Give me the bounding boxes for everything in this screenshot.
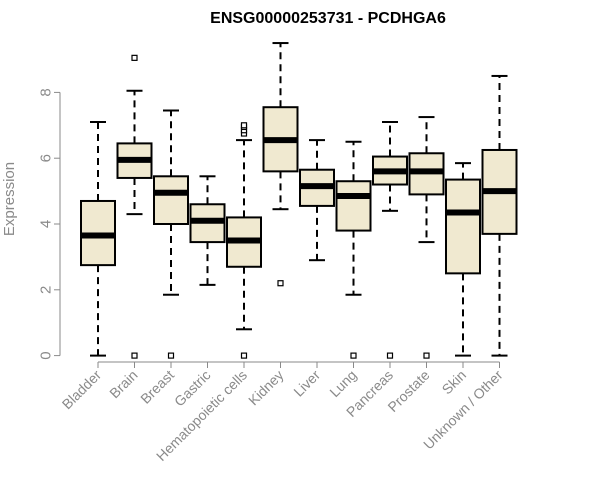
box-gastric: [189, 175, 226, 286]
box-liver: [299, 139, 335, 262]
box-lung: [335, 140, 372, 359]
outlier-point: [277, 280, 284, 287]
box-breast: [153, 109, 189, 359]
box-unknown-other: [481, 74, 518, 357]
outlier-point: [423, 352, 430, 359]
chart-title: ENSG00000253731 - PCDHGA6: [210, 10, 446, 27]
outlier-point: [167, 352, 175, 359]
outlier-point: [240, 352, 248, 359]
box-skin: [445, 162, 481, 357]
iqr-box: [153, 175, 189, 225]
boxes-group: [80, 42, 518, 359]
y-tick-label-0: 0: [38, 351, 55, 359]
box-prostate: [408, 116, 445, 359]
x-tick-label-breast: Breast: [137, 367, 177, 407]
y-tick-label-8: 8: [38, 88, 55, 96]
x-tick-label-liver: Liver: [290, 367, 323, 400]
iqr-box: [335, 180, 372, 232]
x-tick-label-brain: Brain: [106, 367, 140, 401]
outlier-point: [386, 352, 394, 359]
box-bladder: [80, 121, 116, 357]
box-kidney: [262, 42, 299, 287]
x-tick-label-lung: Lung: [326, 367, 359, 400]
box-hematopoietic-cells: [226, 122, 262, 359]
iqr-box: [445, 178, 481, 275]
y-tick-label-6: 6: [38, 154, 55, 162]
box-brain: [116, 54, 153, 359]
outlier-point: [350, 352, 357, 359]
box-pancreas: [372, 121, 408, 359]
outlier-point: [131, 54, 138, 61]
y-axis: 0 2 4 6 8: [38, 88, 61, 360]
y-tick-label-4: 4: [38, 220, 55, 228]
y-axis-label: Expression: [1, 162, 18, 236]
outlier-point: [131, 352, 138, 359]
x-tick-label-kidney: Kidney: [245, 367, 287, 409]
x-tick-label-skin: Skin: [439, 367, 470, 398]
y-tick-label-2: 2: [38, 286, 55, 294]
outlier-point: [240, 122, 248, 129]
x-tick-label-bladder: Bladder: [59, 367, 105, 413]
